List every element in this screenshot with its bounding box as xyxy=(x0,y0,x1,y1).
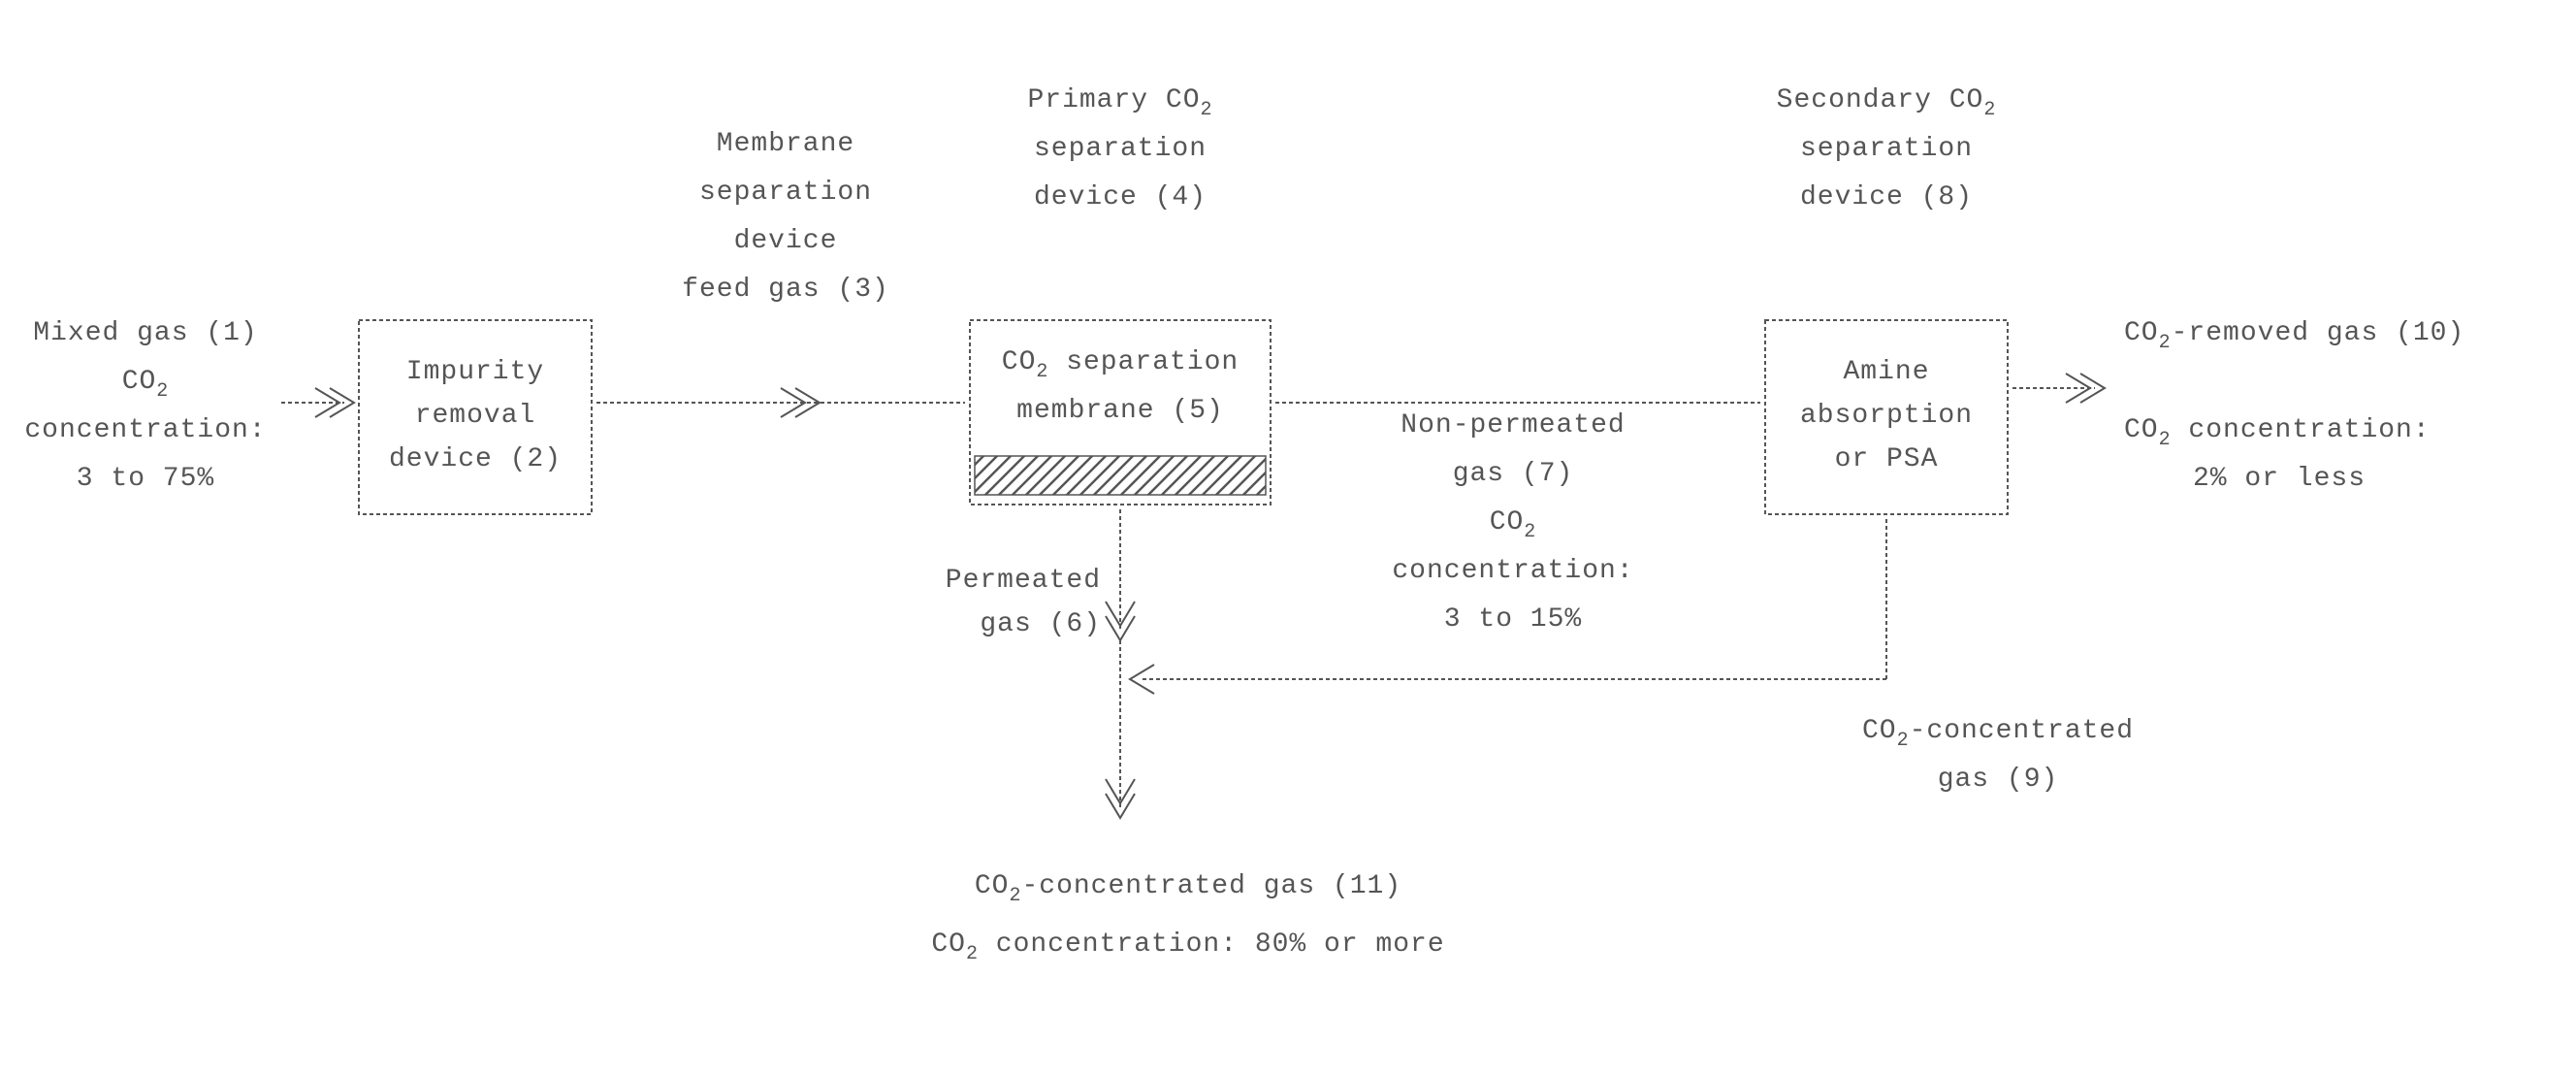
text: or PSA xyxy=(1835,444,1939,474)
svg-text:absorption: absorption xyxy=(1800,401,1973,431)
svg-text:device (8): device (8) xyxy=(1800,182,1973,212)
text: device (8) xyxy=(1800,182,1973,212)
svg-text:CO2 concentration: 80% or more: CO2 concentration: 80% or more xyxy=(931,929,1444,965)
text: 2% or less xyxy=(2193,464,2366,494)
text: gas (7) xyxy=(1453,459,1574,489)
text: 3 to 75% xyxy=(77,464,214,494)
svg-text:Primary CO2: Primary CO2 xyxy=(1027,85,1212,121)
membrane-box: CO2 separation membrane (5) xyxy=(970,320,1271,505)
secondary-label: Secondary CO2 separation device (8) xyxy=(1777,85,1997,212)
output-label: CO2-removed gas (10) CO2 concentration: … xyxy=(2124,318,2464,494)
text: separation xyxy=(699,178,872,208)
impurity-removal-box: Impurity removal device (2) xyxy=(359,320,592,514)
svg-text:3 to 75%: 3 to 75% xyxy=(77,464,214,494)
text: removal xyxy=(415,401,536,431)
svg-text:2% or less: 2% or less xyxy=(2193,464,2366,494)
arrow-input-impurity xyxy=(281,388,354,417)
concentrated9-label: CO2-concentrated gas (9) xyxy=(1862,716,2134,795)
text: separation xyxy=(1800,134,1973,164)
text: Impurity xyxy=(406,357,544,387)
svg-text:feed gas (3): feed gas (3) xyxy=(682,275,889,305)
text: membrane (5) xyxy=(1016,396,1224,426)
text: device (2) xyxy=(389,444,562,474)
svg-text:or PSA: or PSA xyxy=(1835,444,1939,474)
svg-text:Membrane: Membrane xyxy=(717,129,854,159)
feed-gas-label: Membrane separation device feed gas (3) xyxy=(682,129,889,305)
svg-text:CO2: CO2 xyxy=(122,367,170,403)
svg-text:gas (6): gas (6) xyxy=(980,609,1101,639)
svg-text:device (4): device (4) xyxy=(1034,182,1207,212)
non-permeated-label: Non-permeated gas (7) CO2 concentration:… xyxy=(1392,410,1633,635)
amine-box: Amine absorption or PSA xyxy=(1765,320,2008,514)
text: 3 to 15% xyxy=(1444,604,1582,635)
svg-text:removal: removal xyxy=(415,401,536,431)
text: gas (9) xyxy=(1938,765,2059,795)
text: gas (6) xyxy=(980,609,1101,639)
svg-text:device (2): device (2) xyxy=(389,444,562,474)
text: Amine xyxy=(1843,357,1929,387)
text: feed gas (3) xyxy=(682,275,889,305)
svg-text:CO2 separation: CO2 separation xyxy=(1002,347,1239,383)
svg-text:Permeated: Permeated xyxy=(946,566,1101,596)
arrow-amine-output xyxy=(2012,374,2105,403)
svg-text:separation: separation xyxy=(1800,134,1973,164)
svg-text:device: device xyxy=(734,226,838,256)
input-label: Mixed gas (1) CO2 concentration: 3 to 75… xyxy=(24,318,266,494)
svg-text:separation: separation xyxy=(1034,134,1207,164)
svg-text:membrane (5): membrane (5) xyxy=(1016,396,1224,426)
svg-text:CO2: CO2 xyxy=(1490,507,1537,543)
arrow-membrane-down xyxy=(1106,509,1135,818)
svg-text:CO2 concentration:: CO2 concentration: xyxy=(2124,415,2431,451)
arrow-impurity-membrane xyxy=(596,388,965,417)
svg-text:Secondary CO2: Secondary CO2 xyxy=(1777,85,1997,121)
text: absorption xyxy=(1800,401,1973,431)
membrane-hatch xyxy=(975,456,1266,495)
svg-text:gas (7): gas (7) xyxy=(1453,459,1574,489)
concentrated11-label: CO2-concentrated gas (11) CO2 concentrat… xyxy=(931,871,1444,965)
svg-text:concentration:: concentration: xyxy=(1392,556,1633,586)
svg-text:separation: separation xyxy=(699,178,872,208)
flowchart-diagram: Mixed gas (1) CO2 concentration: 3 to 75… xyxy=(0,0,2576,1076)
svg-text:Impurity: Impurity xyxy=(406,357,544,387)
text: separation xyxy=(1034,134,1207,164)
text: concentration: xyxy=(1392,556,1633,586)
svg-text:CO2-concentrated: CO2-concentrated xyxy=(1862,716,2134,752)
text: Non-permeated xyxy=(1401,410,1625,440)
svg-text:Mixed gas (1): Mixed gas (1) xyxy=(33,318,257,348)
svg-text:concentration:: concentration: xyxy=(24,415,266,445)
text: Permeated xyxy=(946,566,1101,596)
svg-text:3 to 15%: 3 to 15% xyxy=(1444,604,1582,635)
primary-label: Primary CO2 separation device (4) xyxy=(1027,85,1212,212)
svg-text:Non-permeated: Non-permeated xyxy=(1401,410,1625,440)
svg-text:Amine: Amine xyxy=(1843,357,1929,387)
text: Mixed gas (1) xyxy=(33,318,257,348)
svg-text:CO2-concentrated gas (11): CO2-concentrated gas (11) xyxy=(975,871,1401,907)
svg-text:gas (9): gas (9) xyxy=(1938,765,2059,795)
text: device xyxy=(734,226,838,256)
text: Membrane xyxy=(717,129,854,159)
svg-text:CO2-removed gas (10): CO2-removed gas (10) xyxy=(2124,318,2464,354)
permeated-label: Permeated gas (6) xyxy=(946,566,1101,639)
text: device (4) xyxy=(1034,182,1207,212)
text: concentration: xyxy=(24,415,266,445)
